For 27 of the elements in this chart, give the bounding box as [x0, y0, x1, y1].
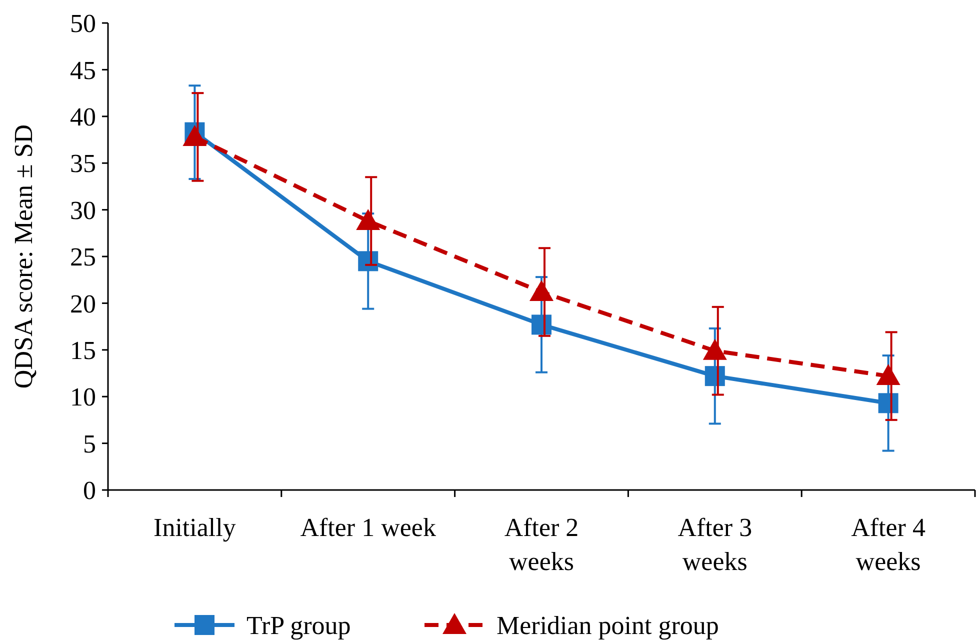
point [878, 393, 898, 414]
point [532, 314, 552, 335]
point [182, 124, 207, 146]
point [530, 280, 554, 301]
x-tick-label: After 2 weeks [504, 513, 579, 576]
y-tick-label: 50 [70, 9, 96, 38]
point [704, 366, 725, 386]
point [702, 338, 727, 360]
y-tick-label: 20 [70, 289, 96, 318]
point [876, 364, 900, 386]
legend-label: Meridian point group [496, 611, 719, 640]
x-tick-label: After 3 weeks [678, 513, 752, 576]
x-tick-label: After 1 week [300, 513, 436, 542]
y-tick-label: 35 [70, 149, 96, 178]
x-tick-label: After 4 weeks [851, 513, 926, 576]
y-tick-label: 10 [70, 382, 96, 412]
y-tick-label: 45 [70, 56, 96, 85]
legend-label: TrP group [246, 611, 351, 640]
y-axis-title: QDSA score: Mean ± SD [9, 124, 38, 389]
y-tick-label: 30 [70, 196, 96, 225]
y-tick-label: 40 [70, 102, 96, 132]
y-tick-label: 25 [70, 242, 96, 272]
x-tick-label: Initially [154, 513, 236, 542]
point [356, 209, 380, 230]
y-tick-label: 0 [83, 476, 96, 506]
y-tick-label: 5 [83, 429, 96, 458]
y-tick-label: 15 [70, 336, 96, 365]
